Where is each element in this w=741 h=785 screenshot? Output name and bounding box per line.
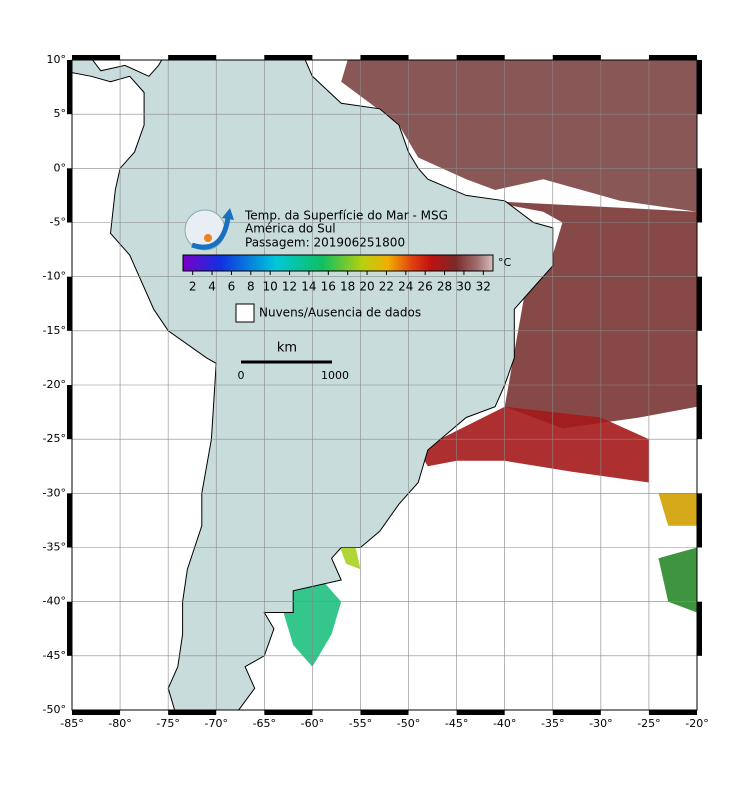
frame-band xyxy=(697,276,702,331)
lon-label: -25° xyxy=(637,717,660,730)
lat-label: 10° xyxy=(47,53,67,66)
frame-band xyxy=(72,55,121,60)
lon-label: -85° xyxy=(60,717,83,730)
logo-dot xyxy=(204,234,212,242)
frame-band xyxy=(168,710,217,715)
colorbar-label: 6 xyxy=(228,280,236,294)
colorbar-label: 26 xyxy=(418,280,433,294)
lon-label: -35° xyxy=(541,717,564,730)
frame-band xyxy=(552,55,601,60)
colorbar-label: 22 xyxy=(379,280,394,294)
lon-label: -80° xyxy=(108,717,131,730)
frame-band xyxy=(697,60,702,115)
lon-label: -65° xyxy=(253,717,276,730)
lon-label: -20° xyxy=(685,717,708,730)
colorbar-label: 10 xyxy=(263,280,278,294)
frame-band xyxy=(264,710,313,715)
sst-patch xyxy=(485,200,697,429)
pass: Passagem: 201906251800 xyxy=(245,236,405,250)
colorbar-label: 24 xyxy=(398,280,413,294)
scale-unit: km xyxy=(277,341,297,356)
lon-label: -30° xyxy=(589,717,612,730)
frame-band xyxy=(697,168,702,223)
frame-band xyxy=(552,710,601,715)
lat-label: -45° xyxy=(43,649,66,662)
logo-arrow xyxy=(191,217,231,250)
lon-label: -70° xyxy=(204,717,227,730)
lat-label: 5° xyxy=(54,107,67,120)
colorbar xyxy=(182,254,494,272)
lon-label: -60° xyxy=(301,717,324,730)
colorbar-unit: °C xyxy=(498,256,512,269)
lat-label: -15° xyxy=(43,324,66,337)
lat-label: -30° xyxy=(43,486,66,499)
lat-label: -40° xyxy=(43,595,66,608)
colorbar-label: 32 xyxy=(476,280,491,294)
lat-label: -5° xyxy=(50,216,66,229)
decor: -85° -80° -75° -70° -65° -60° -55° -50° -45° -40°… xyxy=(43,53,709,730)
frame-band xyxy=(648,710,697,715)
colorbar-label: 28 xyxy=(437,280,452,294)
frame-band xyxy=(456,55,505,60)
frame-band xyxy=(360,55,409,60)
lon-label: -45° xyxy=(445,717,468,730)
colorbar-label: 20 xyxy=(359,280,374,294)
sst-patch xyxy=(658,493,697,526)
colorbar-label: 16 xyxy=(321,280,336,294)
colorbar-label: 8 xyxy=(247,280,255,294)
scale-label: 1000 xyxy=(321,369,349,382)
lon-label: -55° xyxy=(349,717,372,730)
lat-label: -10° xyxy=(43,270,66,283)
frame-band xyxy=(168,55,217,60)
colorbar-label: 2 xyxy=(189,280,197,294)
frame-band xyxy=(67,493,72,548)
sst-patch xyxy=(658,547,697,613)
lon-label: -50° xyxy=(397,717,420,730)
colorbar-label: 14 xyxy=(301,280,316,294)
lon-label: -40° xyxy=(493,717,516,730)
lat-label: 0° xyxy=(54,161,67,174)
lat-label: -25° xyxy=(43,432,66,445)
sst-patch xyxy=(418,406,649,483)
legend-swatch xyxy=(235,303,255,323)
frame-band xyxy=(72,710,121,715)
lat-label: -35° xyxy=(43,541,66,554)
title: Temp. da Superfície do Mar - MSG xyxy=(244,209,448,223)
frame-band xyxy=(264,55,313,60)
region: América do Sul xyxy=(245,222,336,236)
frame-band xyxy=(67,385,72,440)
frame-band xyxy=(67,276,72,331)
frame-band xyxy=(360,710,409,715)
legend-label: Nuvens/Ausencia de dados xyxy=(259,306,421,320)
sst-patch xyxy=(341,60,697,212)
colorbar-label: 18 xyxy=(340,280,355,294)
frame-band xyxy=(456,710,505,715)
frame-band xyxy=(697,385,702,440)
frame-band xyxy=(67,60,72,115)
lon-label: -75° xyxy=(156,717,179,730)
frame-band xyxy=(697,601,702,656)
frame-band xyxy=(67,601,72,656)
scale-label: 0 xyxy=(238,369,245,382)
frame-band xyxy=(648,55,697,60)
colorbar-label: 12 xyxy=(282,280,297,294)
logo xyxy=(184,208,234,251)
colorbar-label: 30 xyxy=(456,280,471,294)
lat-label: -20° xyxy=(43,378,66,391)
lat-label: -50° xyxy=(43,703,66,716)
frame-band xyxy=(67,168,72,223)
frame-band xyxy=(697,493,702,548)
logo-arrowhead xyxy=(222,208,234,220)
colorbar-label: 4 xyxy=(208,280,216,294)
